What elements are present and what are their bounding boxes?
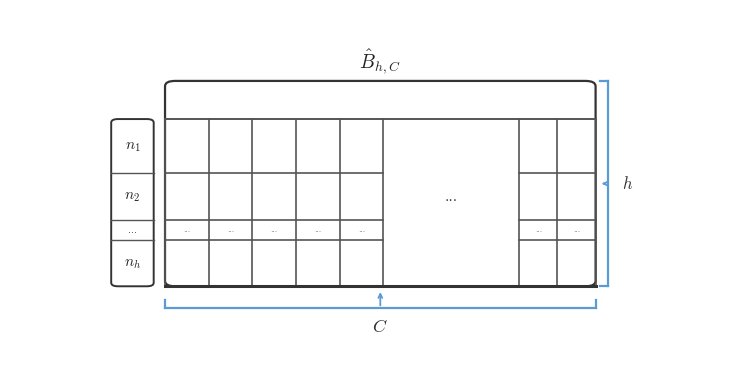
Text: ...: ... bbox=[227, 226, 234, 234]
Text: ...: ... bbox=[357, 226, 365, 234]
Text: $n_h$: $n_h$ bbox=[124, 256, 141, 271]
Text: ...: ... bbox=[444, 190, 458, 203]
Text: $n_1$: $n_1$ bbox=[124, 139, 140, 154]
FancyBboxPatch shape bbox=[165, 81, 596, 286]
Text: ...: ... bbox=[128, 225, 137, 235]
Text: $C$: $C$ bbox=[373, 319, 388, 336]
Text: ...: ... bbox=[314, 226, 321, 234]
Text: ...: ... bbox=[270, 226, 278, 234]
Text: ...: ... bbox=[183, 226, 190, 234]
Text: ...: ... bbox=[573, 226, 580, 234]
Text: $n_2$: $n_2$ bbox=[124, 189, 140, 204]
FancyBboxPatch shape bbox=[111, 119, 154, 286]
Text: ...: ... bbox=[534, 226, 542, 234]
Text: $h$: $h$ bbox=[622, 174, 634, 193]
Text: $\hat{B}_{h,C}$: $\hat{B}_{h,C}$ bbox=[360, 47, 401, 77]
